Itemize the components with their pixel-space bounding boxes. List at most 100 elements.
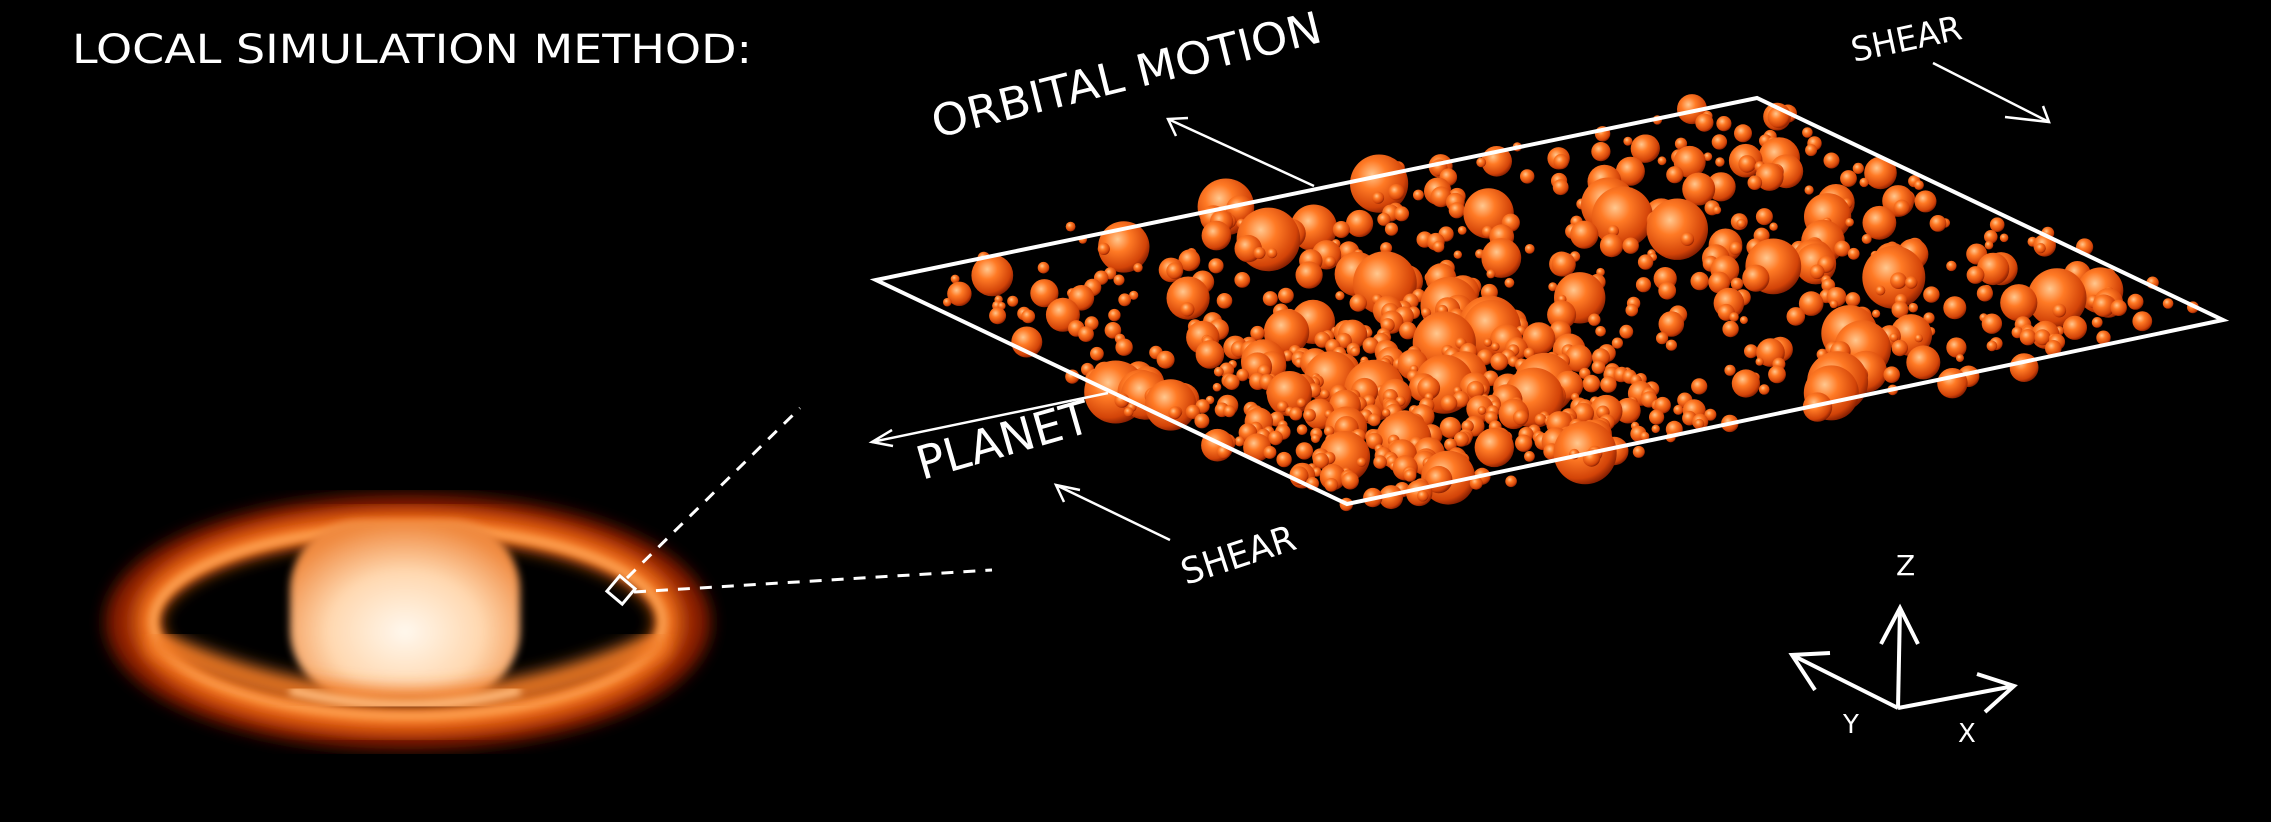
particle	[1864, 156, 1897, 190]
particle	[1320, 389, 1330, 400]
particle	[1635, 277, 1652, 293]
particle	[2132, 311, 2153, 332]
particle	[1914, 334, 1923, 343]
axes-triad	[1788, 603, 2018, 714]
particle	[1513, 409, 1529, 426]
particle	[1591, 186, 1653, 248]
particle	[1712, 205, 1722, 215]
particle	[1166, 276, 1210, 320]
particle	[1768, 365, 1786, 384]
particle	[971, 254, 1014, 297]
particle	[1805, 144, 1818, 157]
shear-label-top: SHEAR	[1848, 8, 1966, 70]
particle	[1295, 261, 1323, 289]
particle	[1262, 291, 1278, 307]
particle	[1178, 249, 1201, 272]
particle	[1649, 409, 1665, 425]
particle	[1891, 339, 1909, 357]
sample-region-box	[604, 573, 638, 607]
particle	[1893, 199, 1910, 216]
particle	[1623, 136, 1633, 146]
z-axis-arrow	[1896, 607, 1902, 709]
particle	[1890, 272, 1907, 290]
particle	[1736, 218, 1746, 229]
particle	[1989, 217, 2005, 232]
particle	[1654, 396, 1671, 414]
particle	[1250, 325, 1265, 341]
particle	[1466, 380, 1485, 399]
particle	[1859, 177, 1869, 188]
particle	[1724, 364, 1736, 376]
particle	[1403, 469, 1417, 482]
particle	[2027, 268, 2087, 328]
particle	[2000, 284, 2038, 322]
particle	[1324, 478, 1339, 492]
particle	[1666, 166, 1684, 184]
particle	[1382, 408, 1391, 418]
particle	[1223, 374, 1240, 390]
x-axis-arrow	[1897, 684, 2015, 710]
particle	[1295, 442, 1314, 460]
particle	[2009, 353, 2039, 382]
particle	[1504, 277, 1515, 288]
particle	[1984, 240, 1994, 250]
particle	[1417, 490, 1429, 502]
particle	[950, 274, 960, 284]
particle	[1469, 476, 1483, 490]
particle	[1097, 242, 1110, 255]
particle	[1582, 374, 1601, 393]
particle	[1747, 175, 1763, 190]
particle	[1377, 212, 1391, 226]
particle	[1651, 424, 1660, 434]
particle	[1834, 240, 1851, 257]
particle	[1976, 285, 1993, 302]
particle	[1223, 405, 1236, 418]
particle	[1212, 382, 1222, 392]
particle	[1350, 346, 1360, 357]
particle	[1632, 445, 1645, 458]
particle	[1311, 434, 1320, 444]
y-axis-label: Y	[1842, 710, 1859, 740]
particle	[1201, 220, 1232, 251]
particle	[1845, 292, 1861, 307]
particle	[1505, 475, 1517, 488]
particle	[1486, 269, 1496, 279]
particle	[1372, 191, 1385, 204]
particle	[947, 281, 972, 306]
particle	[1324, 256, 1336, 268]
particle	[1379, 485, 1404, 510]
particle	[1731, 369, 1760, 398]
particle	[2091, 317, 2103, 328]
particle	[943, 297, 952, 307]
particle	[1769, 222, 1778, 231]
particle	[1730, 277, 1744, 290]
particle	[1234, 436, 1245, 447]
particle	[1278, 287, 1294, 304]
particle	[1201, 428, 1234, 462]
particle	[1802, 127, 1813, 138]
dashed-connector-lower	[633, 568, 993, 594]
particle	[1421, 307, 1432, 318]
particle	[1534, 413, 1547, 426]
shear-label-bottom: SHEAR	[1176, 518, 1301, 593]
particle	[1966, 266, 1985, 284]
particle	[1657, 156, 1667, 166]
particle	[1923, 286, 1940, 303]
particle	[1640, 431, 1650, 441]
shear-arrow-top	[1932, 61, 2051, 124]
particle	[1716, 116, 1732, 132]
particle	[1267, 248, 1278, 259]
particle	[1804, 185, 1814, 195]
particle	[1476, 157, 1487, 168]
particle	[1303, 408, 1316, 422]
simulation-box	[869, 95, 2230, 507]
particle	[1914, 190, 1937, 213]
particle	[1591, 142, 1611, 162]
particle	[1889, 333, 1899, 342]
particle	[2096, 330, 2111, 345]
particle	[1625, 303, 1639, 317]
particle	[1905, 276, 1918, 289]
particle	[1742, 264, 1770, 292]
particle	[1795, 243, 1837, 285]
particle	[1755, 208, 1773, 226]
